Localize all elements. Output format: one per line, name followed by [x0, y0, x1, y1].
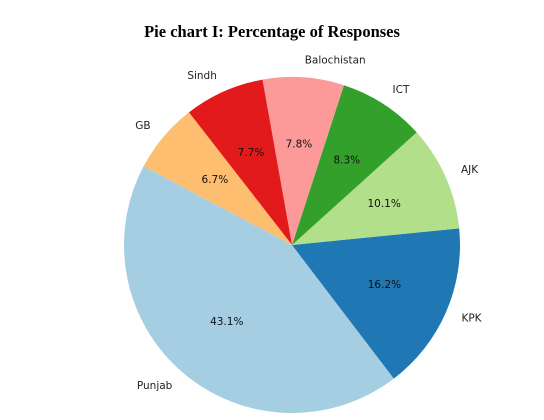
slice-label-sindh: Sindh: [187, 70, 217, 82]
pie-slice-sindh: [188, 79, 292, 245]
slice-percent-sindh: 7.7%: [238, 147, 265, 159]
slice-label-kpk: KPK: [461, 313, 482, 325]
slice-percent-balochistan: 7.8%: [286, 138, 313, 150]
slice-label-punjab: Punjab: [137, 380, 173, 392]
slice-label-ajk: AJK: [461, 164, 479, 176]
pie-slice-kpk: [292, 228, 460, 379]
slice-label-gb: GB: [135, 120, 150, 132]
slice-percent-gb: 6.7%: [202, 174, 229, 186]
pie-slice-balochistan: [262, 76, 344, 245]
slice-label-ict: ICT: [393, 84, 410, 96]
slice-percent-ajk: 10.1%: [367, 198, 400, 210]
pie-slice-punjab: [124, 166, 394, 413]
slice-label-balochistan: Balochistan: [305, 55, 366, 67]
chart-title: Pie chart I: Percentage of Responses: [144, 22, 400, 41]
pie-slice-ajk: [292, 132, 460, 245]
pie-slice-ict: [292, 85, 417, 245]
slice-percent-kpk: 16.2%: [368, 279, 401, 291]
pie-slice-gb: [143, 112, 292, 245]
slice-percent-punjab: 43.1%: [210, 316, 243, 328]
slice-percent-ict: 8.3%: [333, 154, 360, 166]
